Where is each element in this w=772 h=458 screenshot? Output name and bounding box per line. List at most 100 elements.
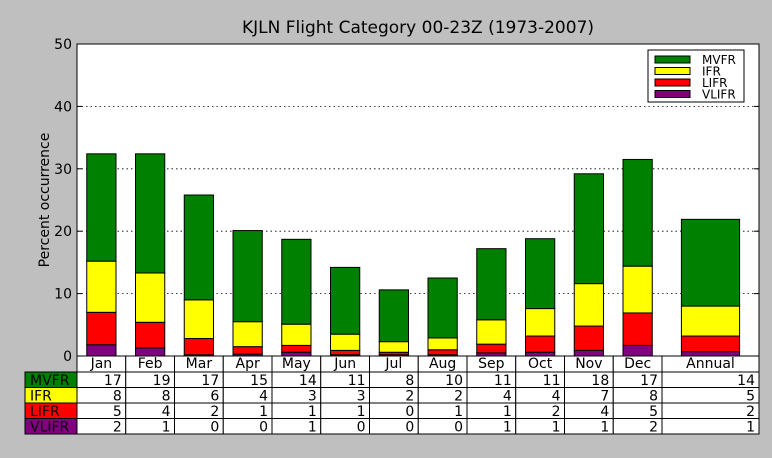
bar-aug-ifr [427, 337, 458, 351]
table-value-vlifr-mar: 0 [210, 420, 219, 436]
table-value-vlifr-aug: 0 [454, 420, 463, 436]
table-value-lifr-aug: 1 [454, 404, 463, 420]
table-value-ifr-apr: 4 [259, 389, 268, 405]
bar-jan-vlifr [86, 344, 117, 357]
table-header-nov: Nov [575, 356, 602, 372]
legend-label-ifr: IFR [702, 65, 721, 79]
bar-jan-mvfr [86, 153, 117, 262]
table-value-lifr-mar: 2 [210, 404, 219, 420]
table-value-ifr-oct: 4 [552, 389, 561, 405]
table-value-ifr-nov: 7 [600, 389, 609, 405]
bar-annual-ifr [680, 305, 741, 337]
bars [86, 153, 741, 357]
y-ticks: 0 10 20 30 40 50 [54, 37, 759, 365]
table-value-vlifr-jan: 2 [113, 420, 122, 436]
table-value-lifr-apr: 1 [259, 404, 268, 420]
bar-jul-ifr [378, 341, 409, 353]
table-value-mvfr-annual: 14 [737, 373, 755, 389]
table-row-label-vlifr: VLIFR [30, 420, 70, 436]
legend-swatch-vlifr [654, 90, 691, 98]
bar-nov-ifr [573, 283, 604, 327]
bar-feb-vlifr [135, 347, 166, 357]
table-header-feb: Feb [138, 356, 163, 372]
bar-mar-ifr [183, 299, 214, 340]
table-cell-vlifr-annual [661, 418, 760, 435]
bar-annual-lifr [680, 335, 741, 353]
bar-jul-mvfr [378, 289, 409, 343]
y-tick-label-50: 50 [54, 37, 72, 53]
data-table: Jan Feb Mar Apr May Jun Jul Aug Sep Oct Nov Dec Annu… [24, 355, 760, 436]
table-value-vlifr-feb: 1 [162, 420, 171, 436]
table-header-sep: Sep [478, 356, 505, 372]
table-value-mvfr-apr: 15 [250, 373, 268, 389]
table-cell-ifr-annual [661, 387, 760, 404]
table-row-label-mvfr: MVFR [30, 373, 70, 389]
bar-feb-ifr [135, 272, 166, 323]
bar-jun-ifr [330, 333, 361, 351]
y-tick-label-0: 0 [63, 349, 72, 365]
table-value-vlifr-oct: 1 [552, 420, 561, 436]
y-tick-label-10: 10 [54, 287, 72, 303]
table-row-label-ifr: IFR [30, 389, 52, 405]
table-value-lifr-may: 1 [308, 404, 317, 420]
table-cell-lifr-annual [661, 402, 760, 419]
table-value-ifr-jun: 3 [357, 389, 366, 405]
table-value-ifr-may: 3 [308, 389, 317, 405]
bar-oct-mvfr [525, 238, 556, 310]
table-value-lifr-oct: 2 [552, 404, 561, 420]
table-value-mvfr-sep: 11 [494, 373, 512, 389]
table-value-mvfr-jul: 8 [405, 373, 414, 389]
table-value-vlifr-nov: 1 [600, 420, 609, 436]
bar-feb-lifr [135, 321, 166, 349]
table-value-vlifr-may: 1 [308, 420, 317, 436]
table-value-mvfr-feb: 19 [153, 373, 171, 389]
table-header-aug: Aug [429, 356, 456, 372]
table-header-may: May [282, 356, 311, 372]
table-value-lifr-jul: 0 [405, 404, 414, 420]
table-value-lifr-jun: 1 [357, 404, 366, 420]
table-header-annual: Annual [686, 356, 735, 372]
bar-jun-lifr [330, 349, 361, 356]
bar-mar-lifr [183, 338, 214, 356]
table-row-label-lifr: LIFR [30, 404, 60, 420]
bar-feb-mvfr [135, 153, 166, 274]
bar-may-ifr [281, 323, 312, 346]
table-value-lifr-nov: 4 [600, 404, 609, 420]
bar-dec-ifr [622, 265, 653, 314]
bar-mar-mvfr [183, 194, 214, 301]
table-value-mvfr-oct: 11 [543, 373, 561, 389]
y-axis-label: Percent occurrence [37, 133, 53, 268]
table-value-ifr-jul: 2 [405, 389, 414, 405]
legend-label-lifr: LIFR [702, 76, 727, 90]
table-value-mvfr-aug: 10 [445, 373, 463, 389]
table-value-lifr-annual: 2 [746, 404, 755, 420]
bar-annual-mvfr [680, 218, 741, 307]
bar-oct-ifr [525, 308, 556, 337]
table-value-vlifr-apr: 0 [259, 420, 268, 436]
table-value-lifr-jan: 5 [113, 404, 122, 420]
bar-may-lifr [281, 344, 312, 353]
y-tick-label-30: 30 [54, 162, 72, 178]
bar-sep-ifr [476, 319, 507, 345]
table-value-mvfr-nov: 18 [591, 373, 609, 389]
table-value-ifr-mar: 6 [210, 389, 219, 405]
table-value-vlifr-jun: 0 [357, 420, 366, 436]
table-value-ifr-annual: 5 [746, 389, 755, 405]
table-value-lifr-feb: 4 [162, 404, 171, 420]
table-value-ifr-jan: 8 [113, 389, 122, 405]
legend-label-mvfr: MVFR [702, 53, 736, 67]
legend-swatch-ifr [654, 67, 691, 75]
bar-jun-mvfr [330, 266, 361, 335]
bar-may-mvfr [281, 238, 312, 325]
table-value-vlifr-sep: 1 [503, 420, 512, 436]
bar-jan-ifr [86, 260, 117, 313]
table-header-mar: Mar [186, 356, 213, 372]
table-header-jun: Jun [333, 356, 356, 372]
table-value-mvfr-mar: 17 [201, 373, 219, 389]
table-header-jan: Jan [90, 356, 113, 372]
legend-swatch-mvfr [654, 55, 691, 64]
bar-dec-mvfr [622, 158, 653, 267]
chart-title: KJLN Flight Category 00-23Z (1973-2007) [242, 18, 594, 38]
